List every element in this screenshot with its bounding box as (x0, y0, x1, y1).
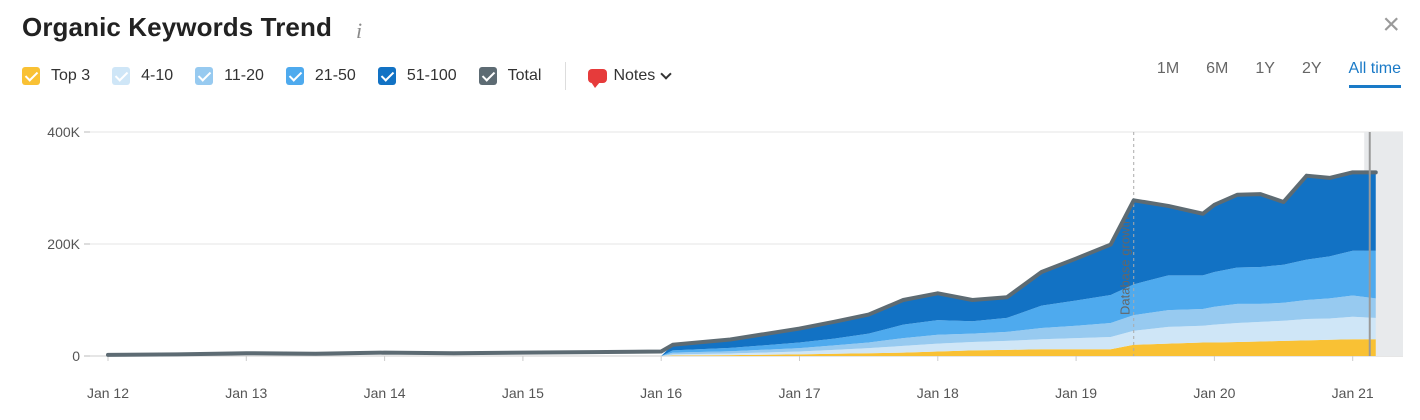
total-point (1258, 192, 1263, 196)
area-51-100 (661, 172, 1376, 356)
total-point (1328, 176, 1332, 180)
legend-label: Total (507, 67, 542, 84)
total-point (175, 352, 179, 356)
period-2y[interactable]: 2Y (1301, 60, 1322, 77)
period-6m[interactable]: 6M (1206, 60, 1229, 77)
checkbox-icon[interactable] (478, 67, 497, 85)
legend-label: 4-10 (141, 67, 174, 84)
period-tabs: 1M 6M 1Y 2Y All time (1130, 60, 1401, 88)
legend-label: Top 3 (51, 67, 91, 84)
info-icon[interactable]: i (356, 18, 363, 43)
total-point (383, 351, 387, 355)
period-1m[interactable]: 1M (1156, 60, 1180, 77)
total-point (970, 298, 974, 302)
total-point (106, 353, 110, 357)
total-point (1235, 193, 1240, 197)
total-point (1201, 212, 1205, 216)
legend-label: 51-100 (406, 67, 457, 84)
area-21-50 (661, 250, 1376, 356)
total-point (1305, 174, 1309, 178)
checkbox-icon[interactable] (377, 67, 396, 85)
total-point (671, 343, 675, 347)
period-all-time[interactable]: All time (1348, 60, 1401, 88)
total-point (1132, 198, 1136, 202)
y-tick-label: 0 (72, 348, 80, 364)
area-4-10 (661, 316, 1376, 356)
notes-label: Notes (613, 67, 656, 84)
legend-item-51-100[interactable]: 51-100 (377, 67, 457, 85)
note-icon (588, 69, 608, 88)
checkbox-icon[interactable] (285, 67, 304, 85)
total-point (521, 351, 525, 355)
chevron-down-icon (660, 68, 672, 80)
legend-divider (565, 62, 567, 90)
y-tick-label: 200K (47, 236, 80, 252)
x-tick-label: Jan 16 (640, 385, 682, 401)
area-11-20 (661, 295, 1376, 356)
legend-item-11-20[interactable]: 11-20 (195, 67, 264, 85)
x-tick-label: Jan 17 (778, 385, 820, 401)
total-point (901, 298, 905, 302)
notes-dropdown[interactable]: Notes (588, 67, 672, 88)
y-tick-label: 400K (47, 124, 80, 140)
close-icon[interactable]: × (1382, 8, 1400, 41)
annotation-label: Database growth (1118, 217, 1133, 315)
total-point (1281, 200, 1286, 204)
x-tick-label: Jan 18 (917, 385, 959, 401)
legend-item-total[interactable]: Total (478, 67, 542, 85)
period-1y[interactable]: 1Y (1255, 60, 1275, 77)
total-point (867, 312, 871, 317)
checkbox-icon[interactable] (22, 67, 40, 85)
x-tick-label: Jan 20 (1193, 385, 1235, 401)
total-point (832, 320, 836, 324)
x-tick-label: Jan 13 (225, 385, 267, 401)
checkbox-icon[interactable] (112, 67, 131, 85)
total-point (797, 326, 802, 331)
checkbox-icon[interactable] (195, 67, 214, 85)
x-tick-label: Jan 21 (1332, 385, 1374, 401)
total-line (106, 170, 1378, 357)
total-point (1166, 204, 1170, 208)
x-tick-label: Jan 15 (502, 385, 544, 401)
total-point (1074, 256, 1078, 261)
x-tick-label: Jan 19 (1055, 385, 1097, 401)
chart-title: Organic Keywords Trend (22, 12, 332, 42)
total-point (590, 350, 594, 354)
total-point (1374, 170, 1378, 174)
legend-label: 21-50 (314, 67, 356, 84)
total-point (1351, 170, 1355, 174)
total-point (313, 352, 318, 356)
total-point (1109, 242, 1113, 247)
x-tick-label: Jan 12 (87, 385, 129, 401)
total-point (936, 291, 940, 295)
total-point (728, 337, 732, 342)
legend-item-4-10[interactable]: 4-10 (112, 67, 173, 85)
legend-item-top3[interactable]: Top 3 (22, 67, 90, 85)
total-point (659, 349, 663, 354)
legend-item-21-50[interactable]: 21-50 (285, 67, 356, 85)
total-point (1005, 295, 1009, 299)
x-tick-label: Jan 14 (364, 385, 406, 401)
total-point (452, 351, 456, 355)
legend-label: 11-20 (224, 67, 264, 84)
total-point (1039, 270, 1044, 274)
chart-canvas: 0 200K 400K Jan 12 Jan 13 Jan 14 Jan 15 Jan 16 J… (47, 124, 1403, 401)
area-top-3 (661, 339, 1376, 356)
total-point (244, 351, 248, 355)
total-point (1212, 203, 1216, 207)
legend: Top 3 4-10 11-20 21-50 51-100 Total Note… (22, 62, 672, 90)
